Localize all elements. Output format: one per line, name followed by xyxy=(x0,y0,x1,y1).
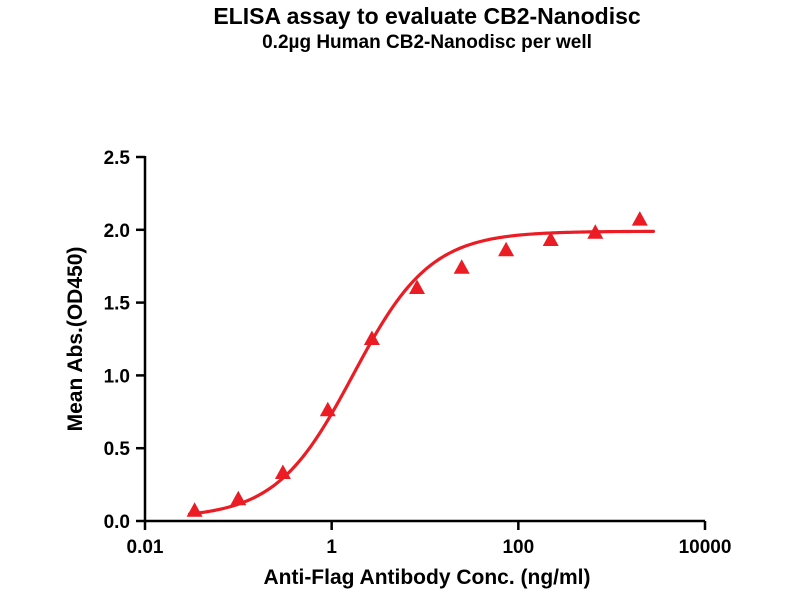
data-point-triangle xyxy=(363,330,380,345)
data-point-triangle xyxy=(453,259,470,274)
data-point-triangle xyxy=(498,241,515,257)
y-tick-label: 2.0 xyxy=(104,221,130,242)
data-point-triangle xyxy=(319,401,336,417)
x-tick-label: 0.01 xyxy=(127,537,164,558)
chart-title: ELISA assay to evaluate CB2-Nanodisc xyxy=(213,3,641,29)
x-tick-label: 1 xyxy=(326,537,337,558)
y-tick-label: 0.0 xyxy=(104,512,130,533)
data-point-triangle xyxy=(230,490,247,506)
data-point-triangle xyxy=(186,502,203,517)
fit-curve xyxy=(187,229,655,516)
y-tick-label: 1.0 xyxy=(104,366,130,387)
y-tick-label: 0.5 xyxy=(104,439,131,460)
data-point-triangle xyxy=(542,231,559,246)
chart-subtitle: 0.2µg Human CB2-Nanodisc per well xyxy=(262,32,592,53)
y-tick-label: 2.5 xyxy=(104,148,131,169)
data-point-triangle xyxy=(409,279,425,294)
data-point-triangle xyxy=(631,211,648,226)
y-tick-label: 1.5 xyxy=(104,294,131,315)
x-tick-label: 100 xyxy=(502,537,534,558)
x-axis-label: Anti-Flag Antibody Conc. (ng/ml) xyxy=(263,566,591,589)
x-tick-label: 10000 xyxy=(679,537,732,558)
data-point-triangle xyxy=(587,224,604,239)
data-point-triangle xyxy=(274,464,291,479)
